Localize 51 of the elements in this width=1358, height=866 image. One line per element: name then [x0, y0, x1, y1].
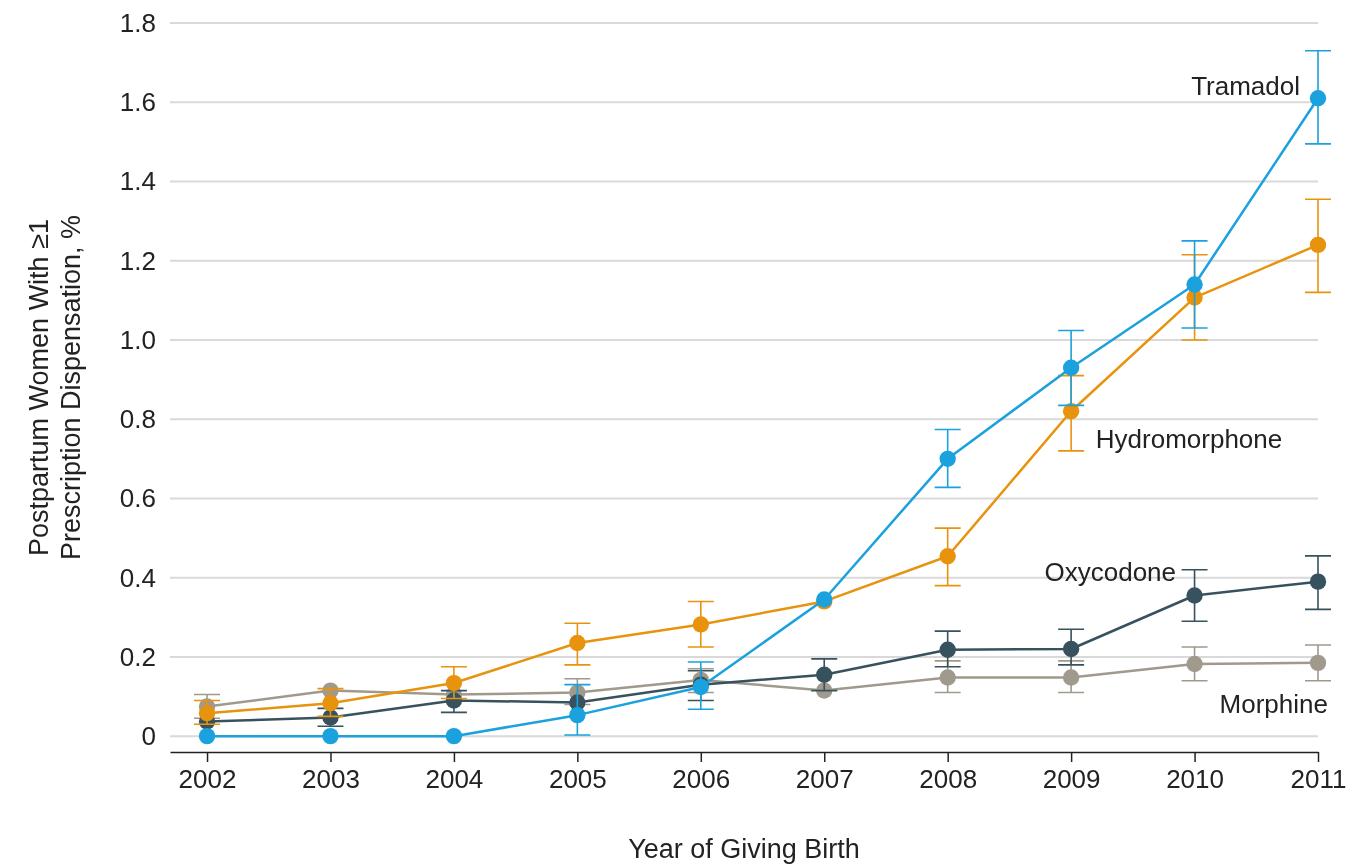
point [1309, 573, 1327, 590]
x-tick-label: 2003 [302, 764, 360, 795]
point [1309, 236, 1327, 254]
y-tick-label: 0.8 [119, 404, 156, 435]
point [198, 727, 216, 745]
y-tick-label: 1.0 [119, 324, 156, 355]
point [569, 706, 586, 724]
x-tick-label: 2008 [919, 764, 978, 795]
y-tick-label: 0.2 [119, 641, 156, 672]
y-tick-label: 0 [141, 720, 156, 751]
x-tick-label: 2002 [178, 764, 237, 795]
point [939, 450, 956, 467]
point [569, 634, 586, 652]
x-tick-label: 2007 [795, 764, 854, 795]
point [445, 674, 463, 692]
point [1062, 640, 1080, 658]
series-label: Hydromorphone [1095, 423, 1283, 454]
y-tick-label: 1.2 [119, 245, 156, 276]
point [1062, 359, 1080, 376]
x-tick-label: 2011 [1290, 764, 1347, 795]
series-label: Morphine [1219, 689, 1328, 720]
y-tick-label: 1.4 [119, 166, 156, 197]
point [939, 641, 956, 658]
series-label: Oxycodone [1044, 556, 1177, 587]
point [198, 705, 216, 722]
y-axis-title: Postpartum Women With ≥1 Prescription Dispensation, % [24, 214, 86, 561]
y-tick-label: 0.4 [119, 562, 156, 593]
x-tick-label: 2010 [1166, 764, 1224, 795]
y-tick-label: 0.6 [119, 483, 156, 514]
point [322, 727, 339, 745]
point [816, 666, 833, 683]
point [1309, 654, 1327, 672]
point [939, 548, 956, 565]
point [445, 727, 463, 745]
point [1186, 276, 1203, 293]
x-tick-label: 2006 [672, 764, 731, 795]
point [1186, 655, 1203, 673]
x-tick-label: 2004 [425, 764, 484, 795]
point [939, 669, 956, 686]
point [1062, 669, 1080, 686]
x-axis-title: Year of Giving Birth [628, 834, 860, 864]
x-tick-label: 2005 [548, 764, 607, 795]
point [322, 695, 339, 712]
point [692, 616, 709, 633]
y-tick-label: 1.6 [119, 87, 156, 118]
series-label: Tramadol [1191, 71, 1300, 102]
x-tick-label: 2009 [1042, 764, 1101, 795]
point [1309, 90, 1327, 107]
point [1186, 587, 1203, 604]
y-tick-label: 1.8 [119, 7, 156, 38]
point [1062, 403, 1080, 420]
